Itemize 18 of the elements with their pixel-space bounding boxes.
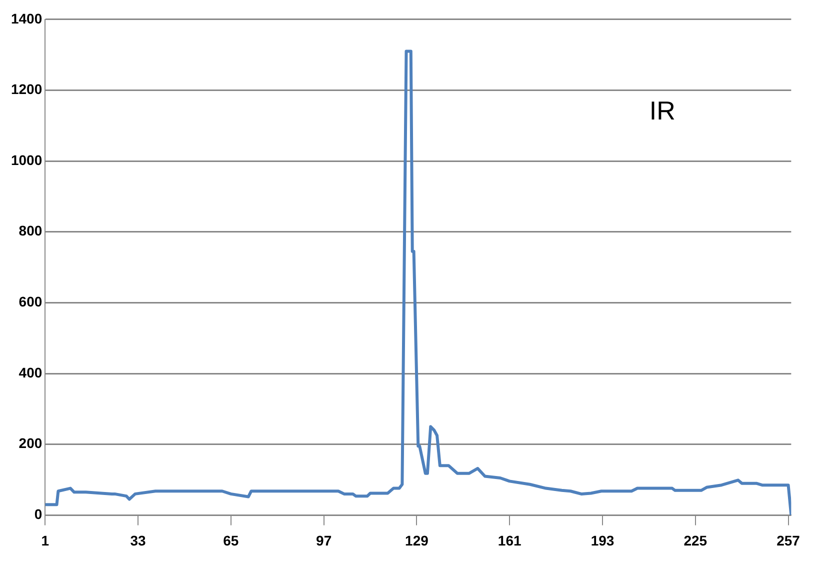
y-tick-label: 600: [18, 294, 42, 310]
x-tick-label: 1: [41, 532, 50, 548]
x-tick-label: 161: [498, 532, 522, 548]
y-tick-label: 1200: [10, 81, 42, 98]
x-tick-label: 33: [130, 532, 146, 548]
y-tick-label: 200: [18, 435, 42, 452]
x-tick-label: 193: [590, 532, 614, 548]
y-tick-label: 1400: [10, 10, 42, 26]
y-tick-label: 0: [34, 506, 42, 522]
x-tick-label: 225: [684, 532, 708, 548]
x-tick-label: 97: [316, 532, 332, 548]
y-tick-label: 800: [18, 222, 42, 239]
y-tick-label: 400: [18, 364, 42, 380]
y-tick-label: 1000: [10, 152, 42, 168]
x-tick-label: 257: [776, 532, 800, 548]
x-tick-label: 129: [405, 532, 429, 548]
annotation: IR: [649, 96, 676, 126]
x-tick-label: 65: [223, 532, 239, 548]
